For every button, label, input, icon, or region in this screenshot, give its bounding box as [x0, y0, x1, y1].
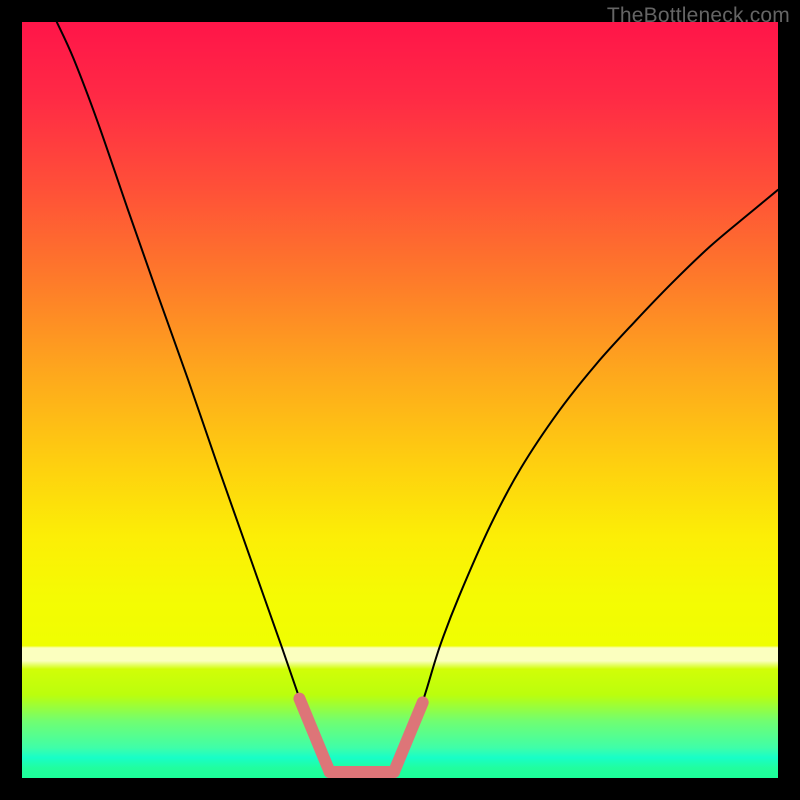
watermark-text: TheBottleneck.com [607, 4, 790, 28]
chart-stage: TheBottleneck.com [0, 0, 800, 800]
gradient-background [22, 22, 778, 778]
plot-svg [0, 0, 800, 800]
plot-area [22, 22, 778, 778]
